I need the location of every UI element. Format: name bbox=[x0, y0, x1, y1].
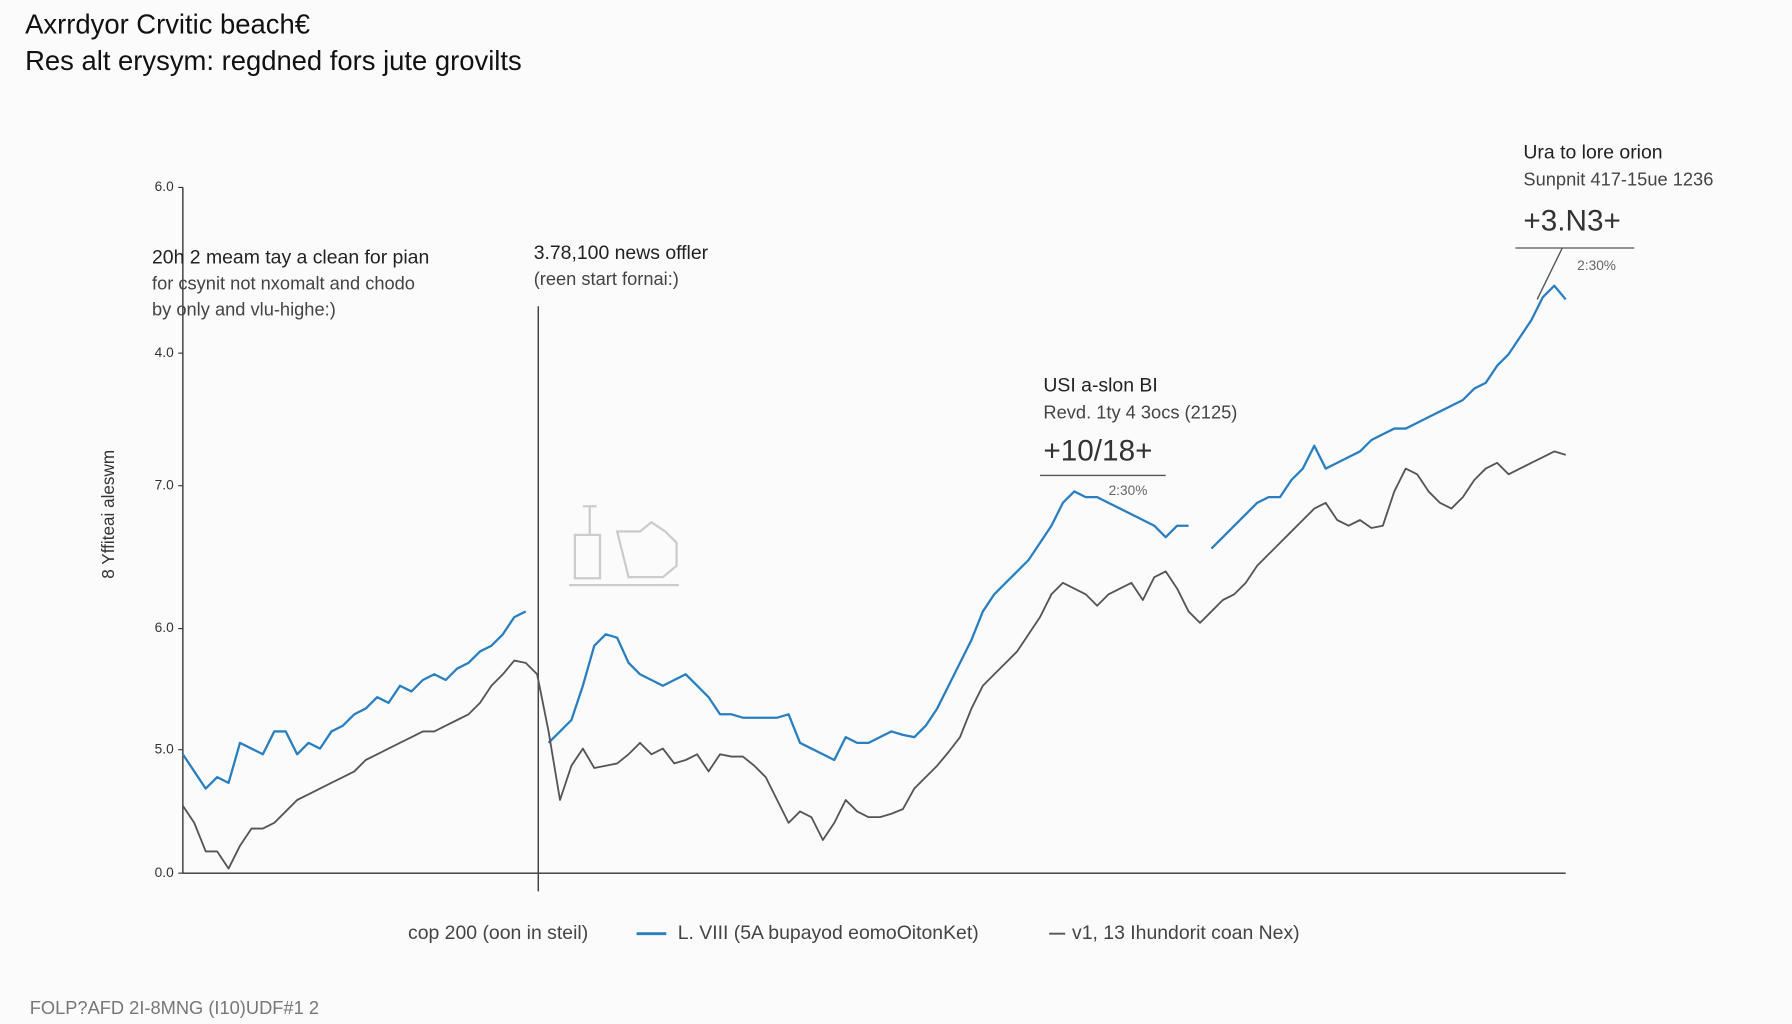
annotation-text: (reen start fornai:) bbox=[534, 268, 679, 289]
series-line bbox=[181, 284, 1567, 790]
annotation-value: +3.N3+ bbox=[1523, 205, 1620, 238]
y-tick-label: 0.0 bbox=[155, 865, 174, 880]
annotation-text: 2:30% bbox=[1577, 258, 1616, 273]
y-tick-label: 6.0 bbox=[155, 179, 174, 194]
chart-title: Axrrdyor Crvitic beach€ bbox=[25, 9, 310, 40]
annotation-text: Revd. 1ty 4 3ocs (2125) bbox=[1043, 402, 1237, 423]
y-tick-label: 4.0 bbox=[155, 345, 174, 360]
y-tick-label: 7.0 bbox=[155, 477, 174, 492]
y-tick-label: 5.0 bbox=[155, 741, 174, 756]
y-tick-label: 6.0 bbox=[155, 620, 174, 635]
annotation-text: Sunpnit 417-15ue 1236 bbox=[1523, 168, 1713, 189]
legend-label: L. VIII (5A bupayod eomoOitonKet) bbox=[678, 922, 979, 944]
legend-label: v1, 13 Ihundorit coan Nex) bbox=[1072, 922, 1300, 944]
annotation-text: by only and vlu-highe:) bbox=[152, 299, 336, 320]
annotation-text: for csynit not nxomalt and chodo bbox=[152, 272, 415, 293]
annotation-text: 3.78,100 news offler bbox=[534, 242, 709, 264]
annotation-text: USI a-slon BI bbox=[1043, 374, 1157, 396]
footer: FOLP?AFD 2I-8MNG (I10)UDF#1 2 bbox=[30, 997, 319, 1018]
annotation-value: +10/18+ bbox=[1043, 434, 1152, 467]
icon bbox=[569, 505, 679, 587]
annotation-connector bbox=[1536, 247, 1563, 300]
annotation-text: 2:30% bbox=[1109, 483, 1148, 498]
annotation-text: Ura to lore orion bbox=[1523, 141, 1662, 163]
legend-title: cop 200 (oon in steil) bbox=[408, 922, 588, 944]
chart-subtitle: Res alt erysym: regdned fors jute grovil… bbox=[25, 45, 522, 76]
y-axis-label: 8 Yffiteai aleswm bbox=[98, 450, 118, 579]
annotation-text: 20h 2 meam tay a clean for pian bbox=[152, 246, 429, 268]
series-line bbox=[182, 450, 1566, 870]
